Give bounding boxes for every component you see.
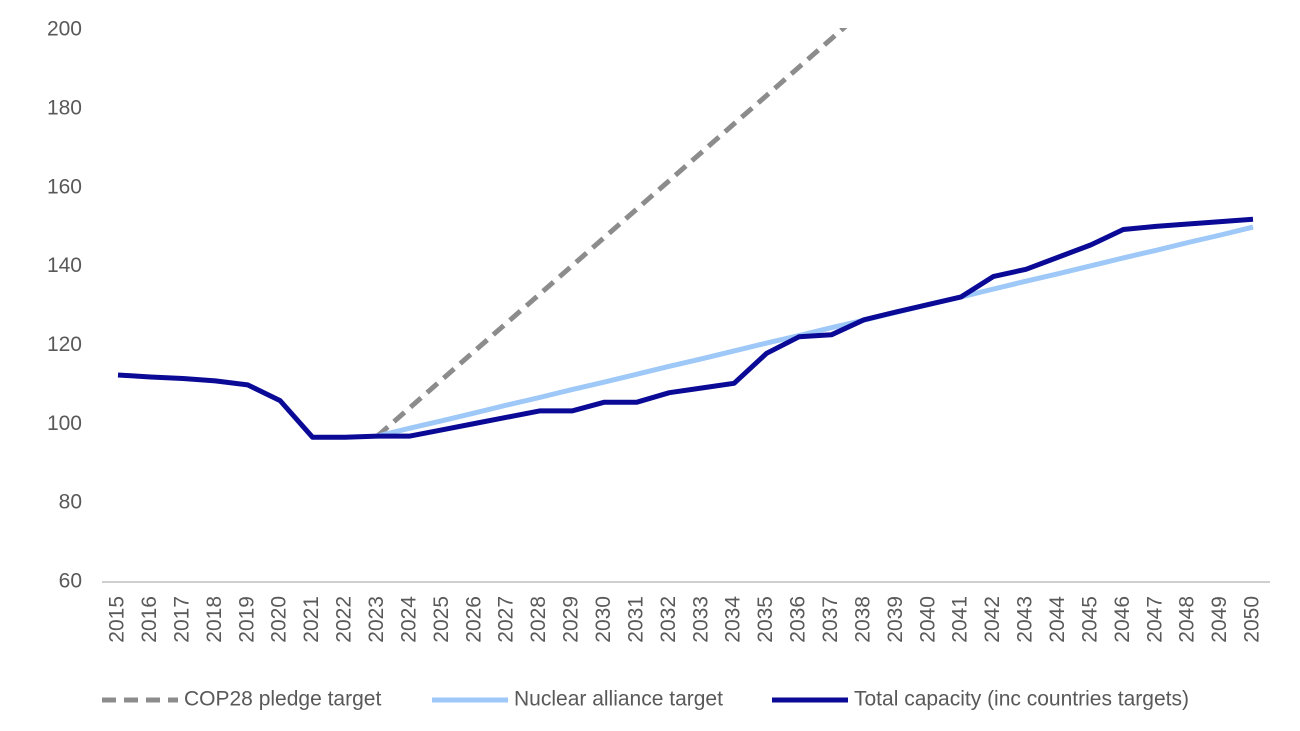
- x-tick-label: 2040: [916, 596, 939, 643]
- x-tick-label: 2027: [495, 596, 518, 643]
- x-tick-label: 2018: [203, 596, 226, 643]
- x-tick-label: 2019: [235, 596, 258, 643]
- x-tick-label: 2046: [1111, 596, 1134, 643]
- legend-label: Total capacity (inc countries targets): [854, 688, 1189, 711]
- x-tick-label: 2020: [268, 596, 291, 643]
- x-tick-label: 2038: [851, 596, 874, 643]
- x-tick-label: 2031: [624, 596, 647, 643]
- series-line: [375, 28, 848, 438]
- x-tick-label: 2048: [1176, 596, 1199, 643]
- x-tick-label: 2047: [1143, 596, 1166, 643]
- y-tick-label: 180: [47, 96, 82, 119]
- x-tick-label: 2024: [397, 596, 420, 643]
- x-tick-label: 2021: [300, 596, 323, 643]
- x-tick-label: 2023: [365, 596, 388, 643]
- legend-label: Nuclear alliance target: [514, 688, 723, 711]
- x-tick-label: 2030: [592, 596, 615, 643]
- y-tick-label: 80: [59, 491, 82, 514]
- x-tick-label: 2039: [884, 596, 907, 643]
- x-tick-label: 2044: [1046, 596, 1069, 643]
- x-tick-label: 2016: [138, 596, 161, 643]
- y-tick-label: 160: [47, 175, 82, 198]
- plot-area: [117, 28, 1254, 440]
- x-tick-label: 2041: [949, 596, 972, 643]
- x-tick-label: 2017: [170, 596, 193, 643]
- x-tick-label: 2022: [333, 596, 356, 643]
- x-tick-label: 2049: [1208, 596, 1231, 643]
- y-tick-label: 200: [47, 18, 82, 41]
- y-tick-label: 60: [59, 570, 82, 593]
- x-tick-label: 2042: [981, 596, 1004, 643]
- y-tick-label: 100: [47, 412, 82, 435]
- series-line: [376, 224, 1254, 439]
- x-tick-label: 2025: [430, 596, 453, 643]
- x-tick-label: 2034: [722, 596, 745, 643]
- y-tick-label: 120: [47, 333, 82, 356]
- x-tick-label: 2015: [106, 596, 129, 643]
- x-tick-label: 2026: [462, 596, 485, 643]
- x-tick-label: 2035: [754, 596, 777, 643]
- x-tick-label: 2032: [657, 596, 680, 643]
- x-tick-label: 2043: [1014, 596, 1037, 643]
- x-tick-label: 2033: [689, 596, 712, 643]
- x-tick-label: 2050: [1241, 596, 1264, 643]
- legend-label: COP28 pledge target: [184, 688, 381, 711]
- series-line: [117, 216, 1254, 440]
- x-tick-label: 2029: [560, 596, 583, 643]
- x-tick-label: 2037: [819, 596, 842, 643]
- x-tick-label: 2036: [787, 596, 810, 643]
- x-tick-label: 2045: [1078, 596, 1101, 643]
- x-tick-label: 2028: [527, 596, 550, 643]
- y-tick-label: 140: [47, 254, 82, 277]
